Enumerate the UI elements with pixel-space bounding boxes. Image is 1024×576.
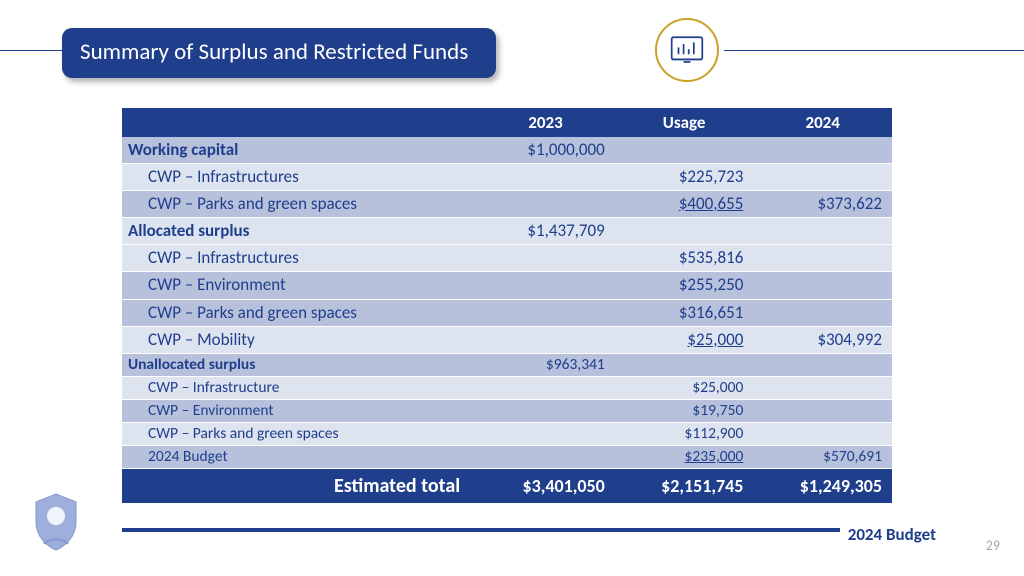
row-label: Allocated surplus <box>122 218 476 245</box>
cell-2023 <box>476 423 615 446</box>
table-row: CWP – Parks and green spaces $400,655$373… <box>122 191 892 218</box>
row-label: CWP – Infrastructures <box>122 245 476 272</box>
cell-2024 <box>753 164 892 191</box>
row-label: Working capital <box>122 137 476 164</box>
row-label: CWP – Infrastructure <box>122 376 476 399</box>
table-row: CWP – Environment $255,250 <box>122 272 892 299</box>
cell-2023 <box>476 400 615 423</box>
table-row: CWP – Environment $19,750 <box>122 400 892 423</box>
cell-2024 <box>753 272 892 299</box>
cell-2024 <box>753 245 892 272</box>
table-row: CWP – Infrastructure $25,000 <box>122 376 892 399</box>
cell-usage: $112,900 <box>615 423 754 446</box>
table-row: CWP – Parks and green spaces $112,900 <box>122 423 892 446</box>
table-header-row: 2023 Usage 2024 <box>122 108 892 137</box>
total-y2023: $3,401,050 <box>476 469 615 504</box>
total-label: Estimated total <box>122 469 476 504</box>
row-label: CWP – Parks and green spaces <box>122 423 476 446</box>
row-label: CWP – Environment <box>122 400 476 423</box>
page-number: 29 <box>986 537 1000 554</box>
cell-2023 <box>476 191 615 218</box>
cell-usage: $255,250 <box>615 272 754 299</box>
cell-2024 <box>753 218 892 245</box>
cell-2024 <box>753 353 892 376</box>
row-label: 2024 Budget <box>122 446 476 469</box>
table-total-row: Estimated total$3,401,050$2,151,745$1,24… <box>122 469 892 504</box>
table-row: CWP – Infrastructures $535,816 <box>122 245 892 272</box>
col-2023: 2023 <box>476 108 615 137</box>
cell-2023 <box>476 245 615 272</box>
cell-usage: $316,651 <box>615 299 754 326</box>
cell-usage: $25,000 <box>615 376 754 399</box>
total-usage: $2,151,745 <box>615 469 754 504</box>
row-label: CWP – Infrastructures <box>122 164 476 191</box>
cell-2023: $1,000,000 <box>476 137 615 164</box>
cell-2024 <box>753 400 892 423</box>
cell-2023 <box>476 272 615 299</box>
cell-usage <box>615 137 754 164</box>
cell-usage: $535,816 <box>615 245 754 272</box>
report-icon <box>655 18 719 82</box>
row-label: CWP – Environment <box>122 272 476 299</box>
table-row: Working capital$1,000,000 <box>122 137 892 164</box>
table-row: 2024 Budget $235,000$570,691 <box>122 446 892 469</box>
cell-2023 <box>476 326 615 353</box>
col-usage: Usage <box>615 108 754 137</box>
cell-2024 <box>753 376 892 399</box>
cell-usage: $19,750 <box>615 400 754 423</box>
cell-2023: $963,341 <box>476 353 615 376</box>
header-rule-left <box>0 50 62 51</box>
cell-usage: $225,723 <box>615 164 754 191</box>
cell-2024: $570,691 <box>753 446 892 469</box>
col-2024: 2024 <box>753 108 892 137</box>
col-blank <box>122 108 476 137</box>
cell-usage: $400,655 <box>615 191 754 218</box>
table-row: CWP – Parks and green spaces $316,651 <box>122 299 892 326</box>
row-label: Unallocated surplus <box>122 353 476 376</box>
table-row: Unallocated surplus$963,341 <box>122 353 892 376</box>
cell-2023 <box>476 164 615 191</box>
budget-tag: 2024 Budget <box>840 524 944 545</box>
row-label: CWP – Parks and green spaces <box>122 299 476 326</box>
cell-2023: $1,437,709 <box>476 218 615 245</box>
page-title: Summary of Surplus and Restricted Funds <box>62 28 496 78</box>
cell-usage: $25,000 <box>615 326 754 353</box>
table-row: CWP – Mobility $25,000$304,992 <box>122 326 892 353</box>
cell-2024 <box>753 423 892 446</box>
cell-2024 <box>753 299 892 326</box>
cell-2024: $304,992 <box>753 326 892 353</box>
cell-usage <box>615 353 754 376</box>
cell-2024: $373,622 <box>753 191 892 218</box>
table-row: Allocated surplus$1,437,709 <box>122 218 892 245</box>
table-row: CWP – Infrastructures $225,723 <box>122 164 892 191</box>
funds-table: 2023 Usage 2024 Working capital$1,000,00… <box>122 108 892 504</box>
footer-rule <box>122 528 942 532</box>
cell-2023 <box>476 446 615 469</box>
header-rule-right <box>724 50 1024 51</box>
row-label: CWP – Mobility <box>122 326 476 353</box>
cell-usage <box>615 218 754 245</box>
cell-2023 <box>476 299 615 326</box>
cell-usage: $235,000 <box>615 446 754 469</box>
cell-2024 <box>753 137 892 164</box>
total-y2024: $1,249,305 <box>753 469 892 504</box>
cell-2023 <box>476 376 615 399</box>
logo-crest-icon <box>30 492 82 552</box>
row-label: CWP – Parks and green spaces <box>122 191 476 218</box>
